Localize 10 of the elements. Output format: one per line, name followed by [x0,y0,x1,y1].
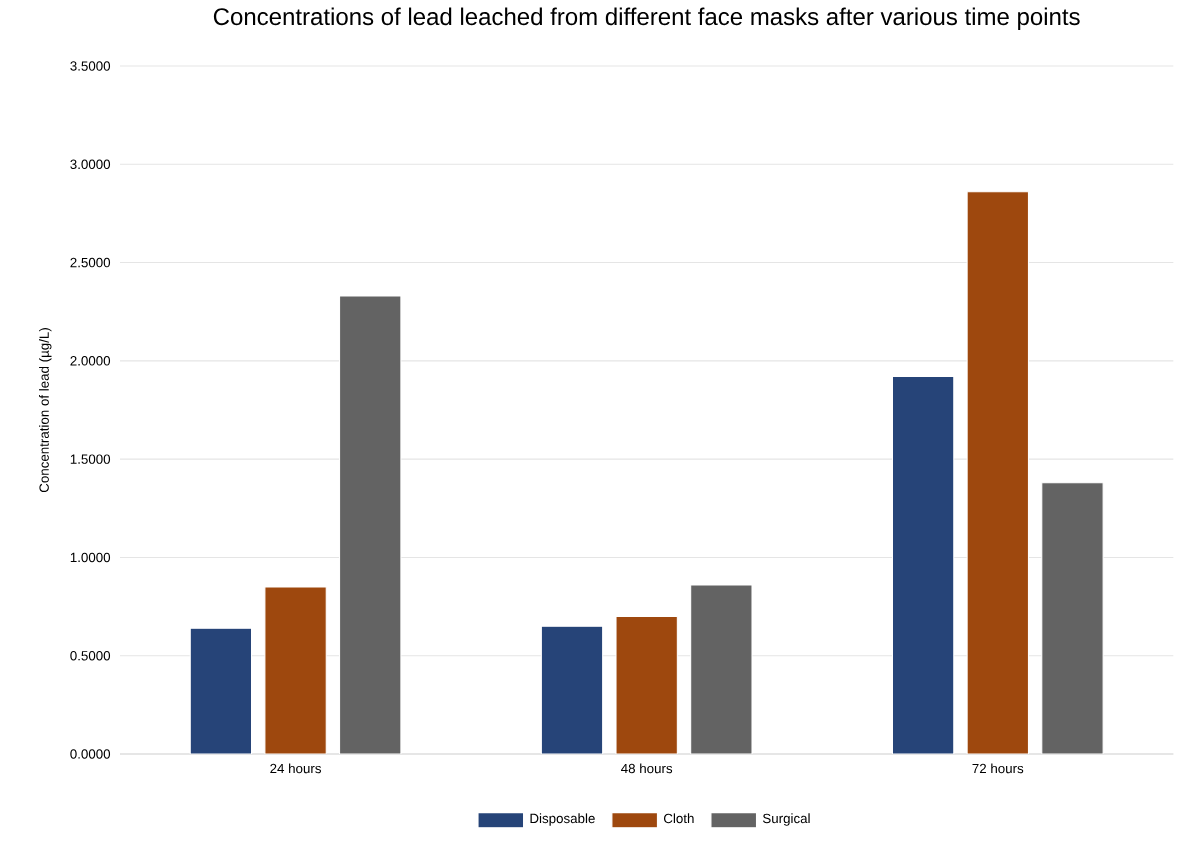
bar [1041,482,1104,754]
bar [189,627,253,754]
chart-title: Concentrations of lead leached from different face masks after various time points [213,7,1080,30]
bar [540,625,604,754]
bar [690,584,753,754]
bar [264,586,327,754]
bar [339,295,402,754]
bar [966,191,1029,754]
bar [615,615,678,754]
bar [891,376,955,754]
